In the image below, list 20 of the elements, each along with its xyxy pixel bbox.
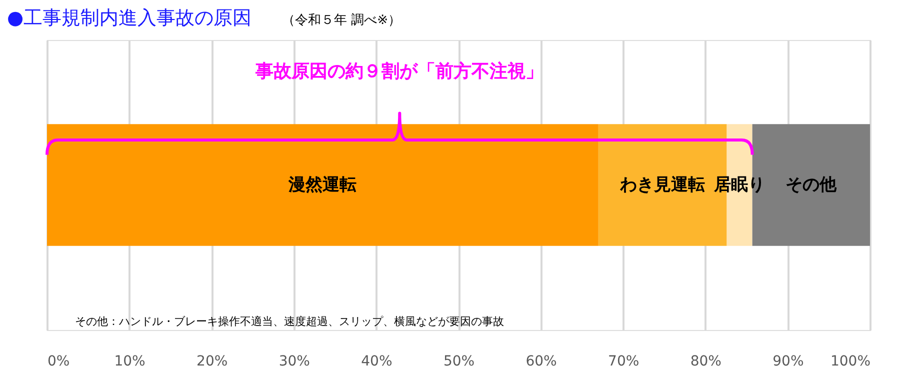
chart-subtitle: （令和５年 調べ※）	[282, 13, 402, 28]
chart-title: ●工事規制内進入事故の原因	[7, 7, 252, 29]
annotation: その他：ハンドル・ブレーキ操作不適当、速度超過、スリップ、横風などが要因の事故	[75, 315, 504, 328]
annotation: 事故原因の約９割が「前方不注視」	[254, 61, 544, 82]
bar	[752, 124, 870, 246]
x-tick-label: 10%	[114, 354, 146, 370]
x-tick-label: 20%	[196, 354, 228, 370]
series-label: その他	[786, 175, 838, 195]
x-tick-label: 30%	[278, 354, 310, 370]
x-tick-label: 40%	[361, 354, 392, 370]
x-tick-label: 90%	[772, 354, 804, 370]
bar	[47, 124, 598, 246]
x-tick-label: 100%	[830, 354, 870, 370]
series-label: 漫然運転	[288, 175, 357, 195]
series-label: わき見運転	[619, 175, 706, 195]
x-tick-label: 50%	[443, 354, 475, 370]
x-tick-label: 70%	[608, 354, 640, 370]
x-tick-label: 80%	[690, 354, 722, 370]
x-tick-label: 60%	[526, 354, 557, 370]
x-tick-label: 0%	[48, 354, 70, 370]
